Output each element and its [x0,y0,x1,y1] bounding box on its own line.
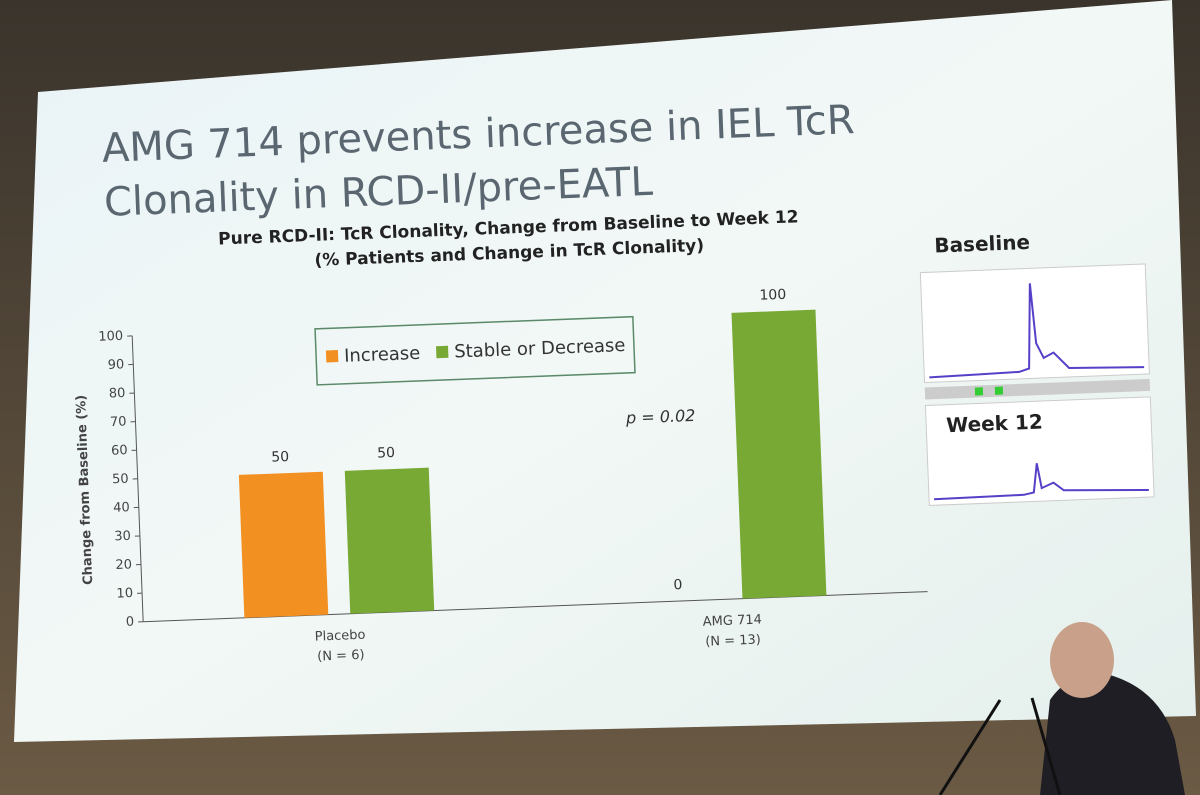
inset-label: Week 12 [946,410,1043,438]
legend-box [314,315,636,386]
x-tick-note: (N = 13) [705,633,761,650]
microphone [938,699,1002,795]
y-tick-label: 50 [112,472,129,488]
inset: Baseline Week 12 [919,230,1155,506]
x-tick-label: AMG 714 [702,612,762,629]
y-tick-label: 30 [114,529,131,545]
y-tick-label: 40 [113,500,130,516]
y-tick-label: 100 [98,329,123,345]
value-label: 100 [759,287,786,304]
chart: AMG 714 prevents increase in IEL TcR Clo… [74,97,1155,665]
y-tick-label: 70 [110,414,127,430]
microphone [1030,697,1062,795]
y-tick-label: 10 [116,586,133,602]
value-label: 50 [271,449,289,466]
y-tick-label: 80 [109,386,126,402]
speaker-head [1050,622,1114,698]
x-tick-note: (N = 6) [317,648,365,665]
x-tick-label: Placebo [314,628,365,645]
inset-marker [994,386,1004,395]
inset-label: Baseline [934,230,1031,258]
y-axis-label: Change from Baseline (%) [74,395,96,586]
legend-swatch [325,350,339,363]
annotation: p = 0.02 [625,406,696,428]
inset-marker [974,387,984,396]
inset-trace [929,283,1145,379]
y-tick-label: 0 [126,615,135,630]
bar [238,471,329,618]
bar [731,309,827,599]
legend-label: Increase [344,343,421,367]
inset-panel [924,396,1155,506]
y-tick-label: 60 [111,443,128,459]
y-tick-label: 20 [115,557,132,573]
legend-swatch [436,345,449,359]
inset-trace [934,463,1149,501]
value-label: 0 [673,577,683,593]
bar [344,467,435,614]
speaker-body [1040,674,1185,795]
y-tick-label: 90 [107,357,124,373]
value-label: 50 [377,445,395,462]
